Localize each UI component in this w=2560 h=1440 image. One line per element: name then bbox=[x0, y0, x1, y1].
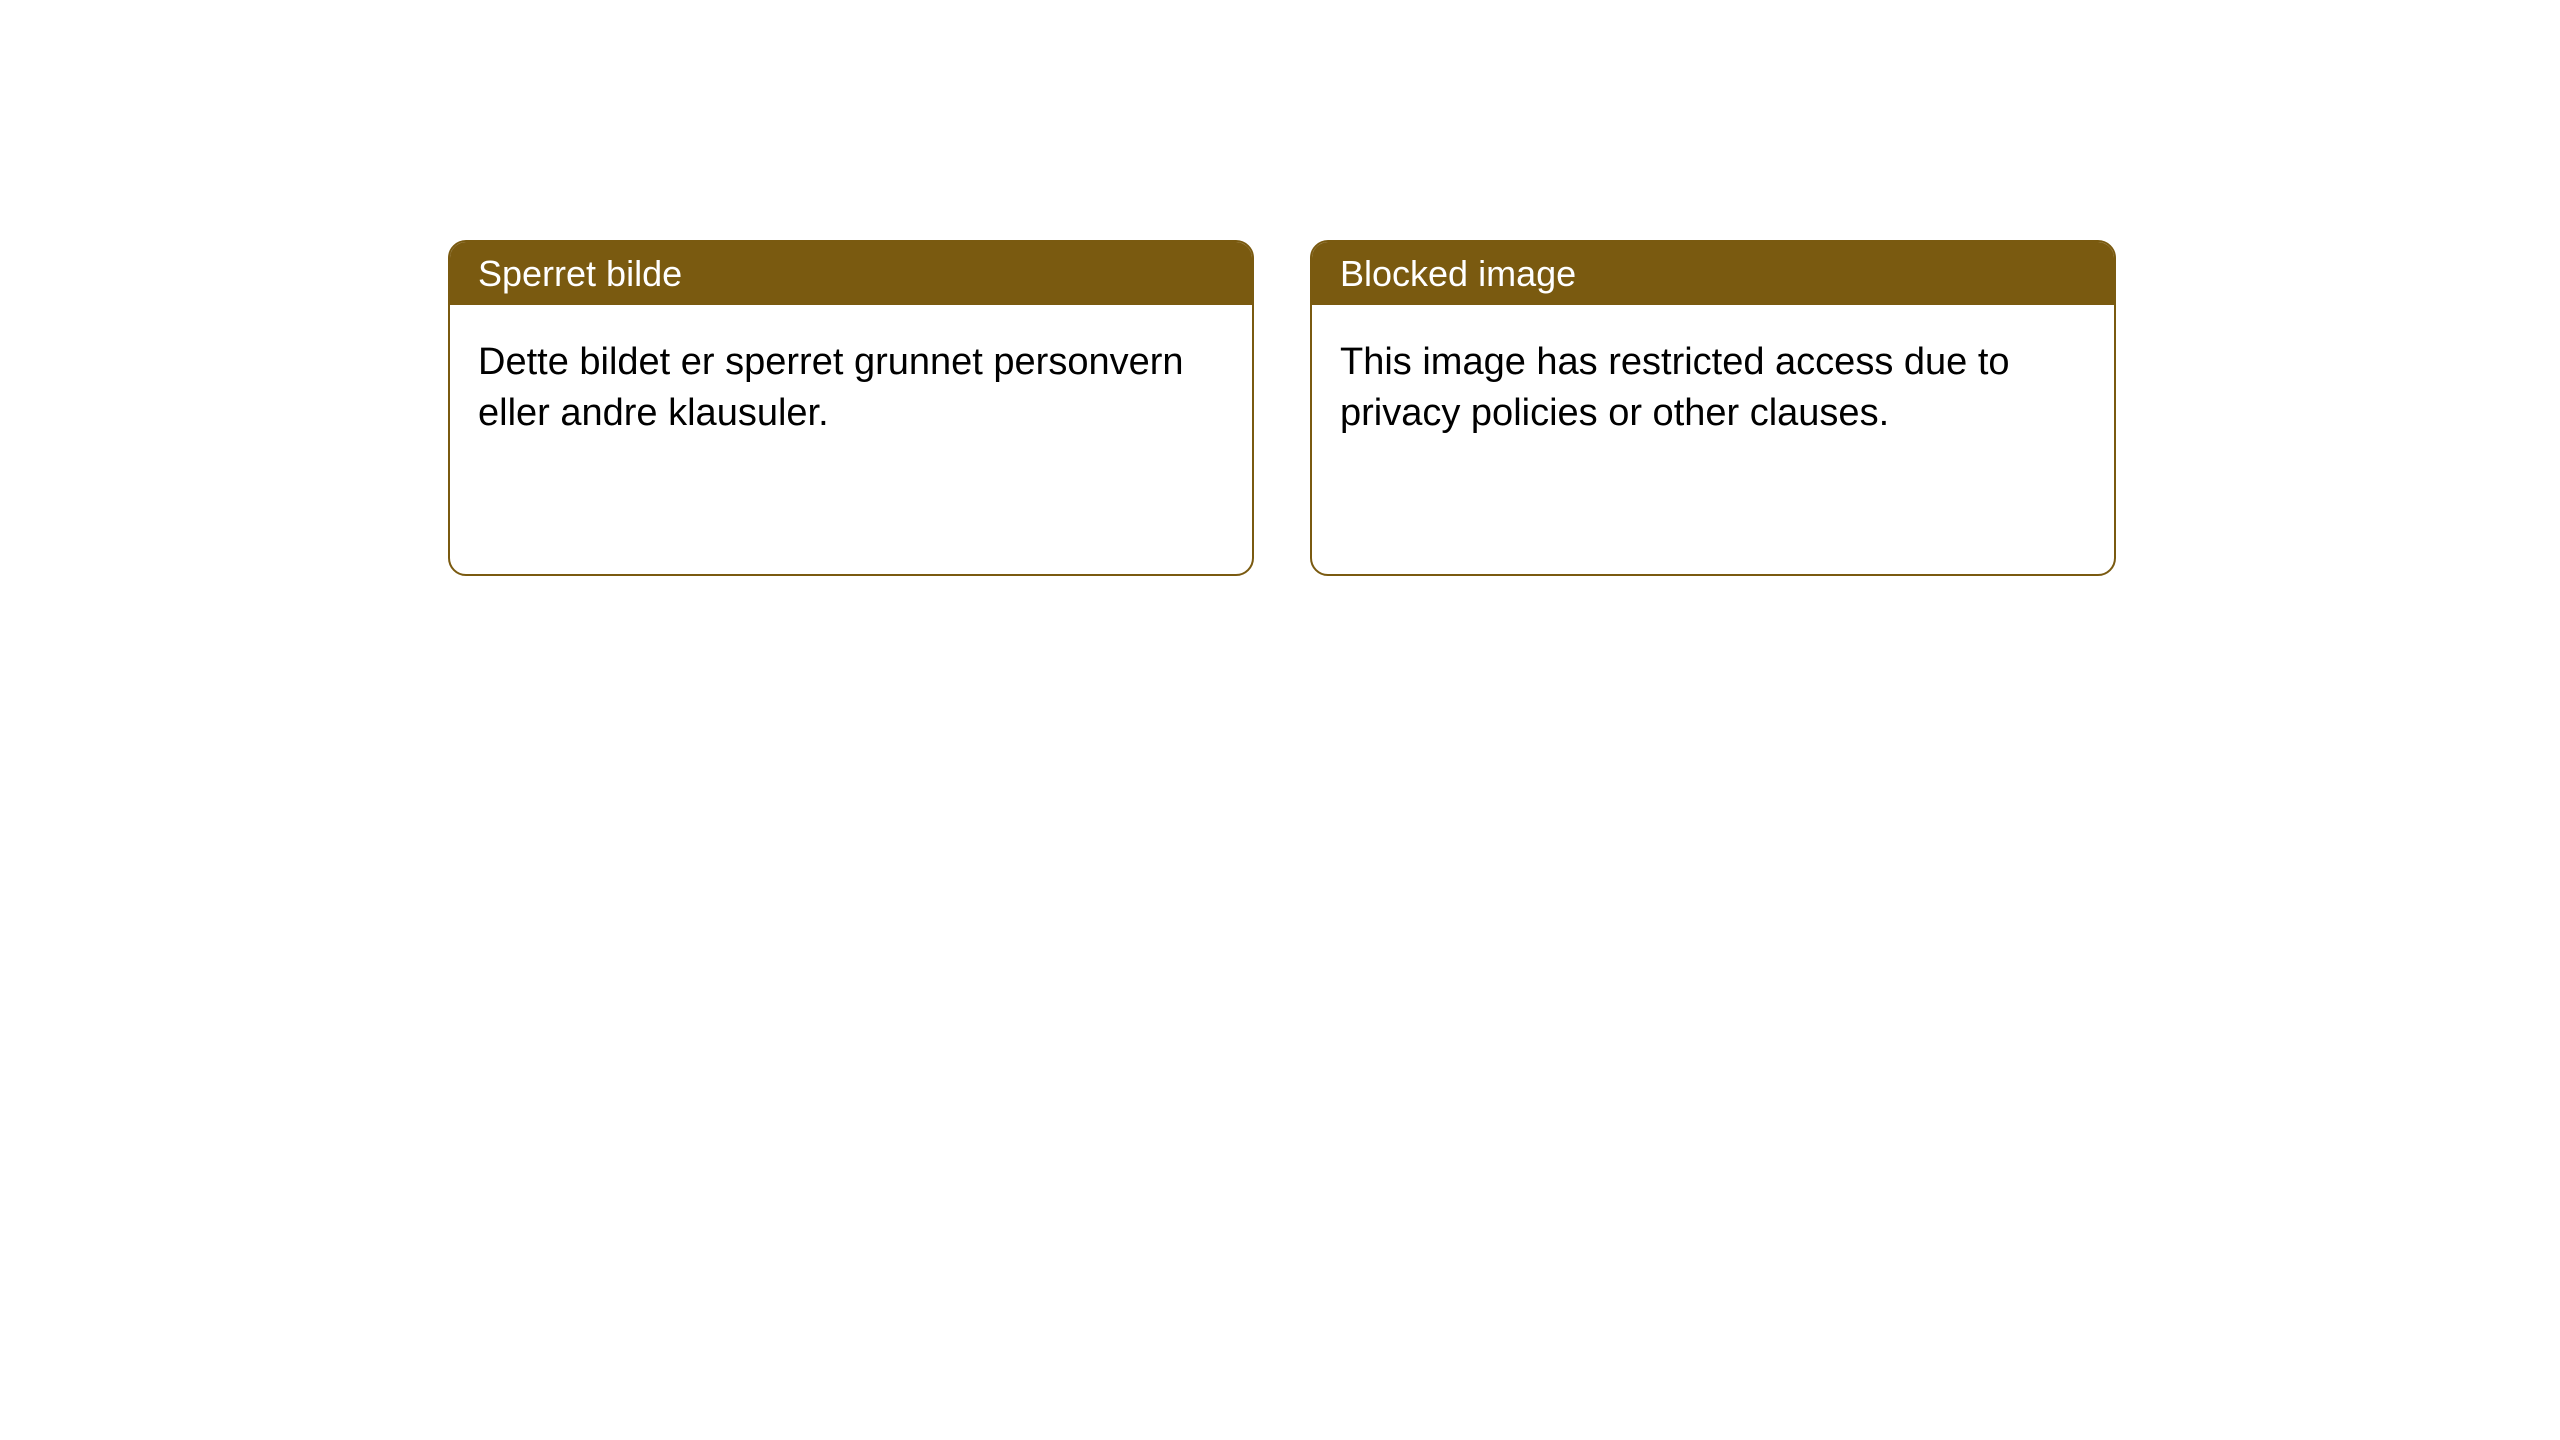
notice-card-english: Blocked image This image has restricted … bbox=[1310, 240, 2116, 576]
notice-title: Sperret bilde bbox=[450, 242, 1252, 305]
notice-card-norwegian: Sperret bilde Dette bildet er sperret gr… bbox=[448, 240, 1254, 576]
notice-body: Dette bildet er sperret grunnet personve… bbox=[450, 305, 1252, 574]
notice-body: This image has restricted access due to … bbox=[1312, 305, 2114, 574]
notice-container: Sperret bilde Dette bildet er sperret gr… bbox=[0, 0, 2560, 576]
notice-title: Blocked image bbox=[1312, 242, 2114, 305]
